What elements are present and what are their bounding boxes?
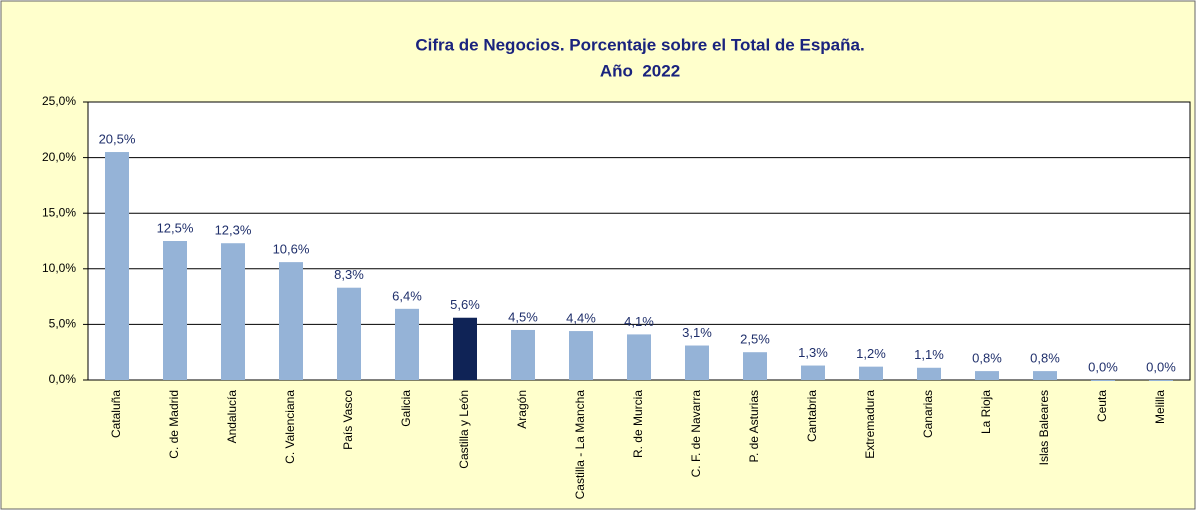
- x-tick-label: Castilla y León: [457, 390, 471, 469]
- data-label: 12,5%: [157, 220, 194, 235]
- y-tick-label: 5,0%: [49, 317, 77, 331]
- data-label: 12,3%: [215, 223, 252, 238]
- data-label: 0,0%: [1088, 359, 1118, 374]
- data-label: 0,0%: [1146, 359, 1176, 374]
- bar: [337, 287, 361, 380]
- data-label: 20,5%: [99, 131, 136, 146]
- bar: [279, 262, 303, 380]
- data-label: 5,6%: [450, 297, 480, 312]
- bar: [685, 345, 709, 380]
- bar: [627, 334, 651, 380]
- plot-area: [87, 101, 1191, 381]
- y-tick-label: 10,0%: [42, 261, 76, 275]
- y-tick-label: 20,0%: [42, 150, 76, 164]
- data-label: 4,1%: [624, 314, 654, 329]
- x-tick-label: R. de Murcia: [631, 390, 645, 458]
- x-tick-label: La Rioja: [979, 390, 993, 434]
- data-label: 4,5%: [508, 309, 538, 324]
- x-tick-label: Ceuta: [1095, 390, 1109, 422]
- data-label: 4,4%: [566, 311, 596, 326]
- data-label: 2,5%: [740, 332, 770, 347]
- data-label: 8,3%: [334, 267, 364, 282]
- data-label: 1,1%: [914, 347, 944, 362]
- bar: [743, 352, 767, 380]
- x-tick-label: C. Valenciana: [283, 390, 297, 464]
- x-tick-label: Galicia: [399, 390, 413, 427]
- x-tick-label: Aragón: [515, 390, 529, 429]
- data-label: 1,2%: [856, 346, 886, 361]
- chart-title: Cifra de Negocios. Porcentaje sobre el T…: [415, 35, 864, 54]
- bar: [105, 152, 129, 380]
- x-tick-label: P. de Asturias: [747, 390, 761, 463]
- x-tick-label: Andalucía: [225, 390, 239, 444]
- data-label: 3,1%: [682, 325, 712, 340]
- chart-subtitle: Año 2022: [600, 61, 680, 80]
- x-tick-label: Extremadura: [863, 390, 877, 459]
- x-tick-label: C. de Madrid: [167, 390, 181, 459]
- bar: [221, 243, 245, 380]
- x-tick-label: Canarias: [921, 390, 935, 438]
- data-label: 10,6%: [273, 242, 310, 257]
- x-tick-label: Islas Baleares: [1037, 390, 1051, 465]
- data-label: 1,3%: [798, 345, 828, 360]
- bar: [453, 317, 477, 380]
- data-label: 0,8%: [1030, 351, 1060, 366]
- bar: [917, 367, 941, 380]
- bar: [859, 366, 883, 380]
- y-tick-label: 25,0%: [42, 94, 76, 108]
- bar: [163, 241, 187, 380]
- x-tick-label: Melilla: [1153, 390, 1167, 424]
- bar: [1149, 380, 1173, 381]
- data-label: 6,4%: [392, 288, 422, 303]
- bar: [569, 331, 593, 380]
- x-tick-label: Cataluña: [109, 390, 123, 438]
- bar: [511, 329, 535, 380]
- bar: [975, 371, 999, 380]
- x-tick-label: C. F. de Navarra: [689, 390, 703, 478]
- x-tick-label: Cantabria: [805, 390, 819, 442]
- y-tick-label: 15,0%: [42, 205, 76, 219]
- y-tick-label: 0,0%: [49, 372, 77, 386]
- x-tick-label: País Vasco: [341, 390, 355, 450]
- bar: [395, 308, 419, 380]
- bar: [1033, 371, 1057, 380]
- bar: [801, 365, 825, 380]
- data-label: 0,8%: [972, 351, 1002, 366]
- x-tick-label: Castilla - La Mancha: [573, 390, 587, 500]
- bar: [1091, 380, 1115, 381]
